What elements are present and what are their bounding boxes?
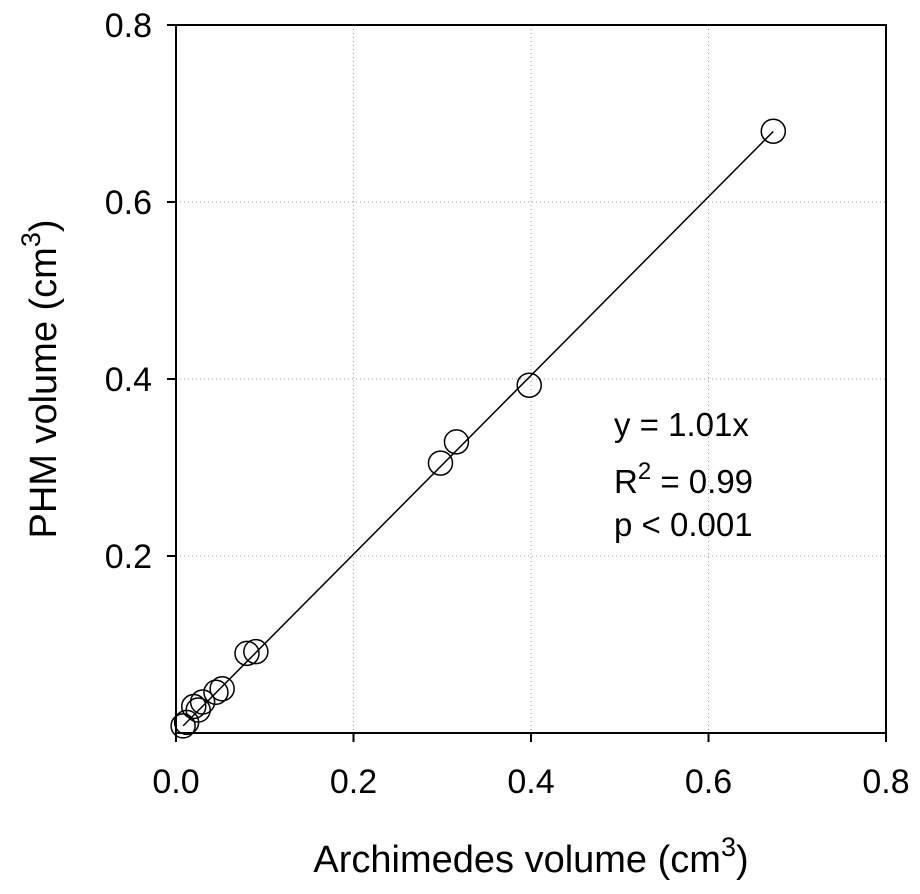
data-point	[443, 429, 470, 455]
data-point	[427, 450, 454, 476]
fit-line-group	[182, 130, 774, 727]
r-squared-label: R2 = 0.99	[614, 458, 753, 500]
y-tick-label: 0.2	[105, 538, 152, 576]
regression-annotation: y = 1.01x R2 = 0.99 p < 0.001	[614, 406, 753, 543]
x-tick-label: 0.0	[152, 763, 199, 801]
x-tick-label: 0.8	[862, 763, 909, 801]
y-tick-label: 0.4	[105, 361, 152, 399]
data-point	[185, 697, 211, 723]
data-point	[170, 713, 196, 739]
y-tick-label: 0.8	[105, 7, 152, 45]
x-axis-label: Archimedes volume (cm3)	[313, 832, 748, 881]
data-points	[170, 118, 787, 739]
tick-labels: 0.0 0.2 0.4 0.6 0.8 0.2 0.4 0.6 0.8	[105, 7, 910, 801]
data-point	[234, 640, 260, 667]
p-value-label: p < 0.001	[614, 506, 753, 543]
data-point	[243, 638, 269, 665]
data-point	[760, 118, 787, 144]
x-tick-label: 0.4	[507, 763, 554, 801]
y-tick-label: 0.6	[105, 184, 152, 222]
axis-ticks	[167, 24, 887, 742]
data-point	[203, 679, 229, 706]
equation-label: y = 1.01x	[614, 406, 749, 443]
data-point	[209, 676, 235, 702]
y-axis-label: PHM volume (cm3)	[16, 219, 65, 538]
fit-line	[182, 130, 774, 727]
data-point	[189, 689, 216, 715]
x-tick-label: 0.2	[330, 763, 377, 801]
data-point	[516, 372, 542, 398]
x-tick-label: 0.6	[685, 763, 732, 801]
